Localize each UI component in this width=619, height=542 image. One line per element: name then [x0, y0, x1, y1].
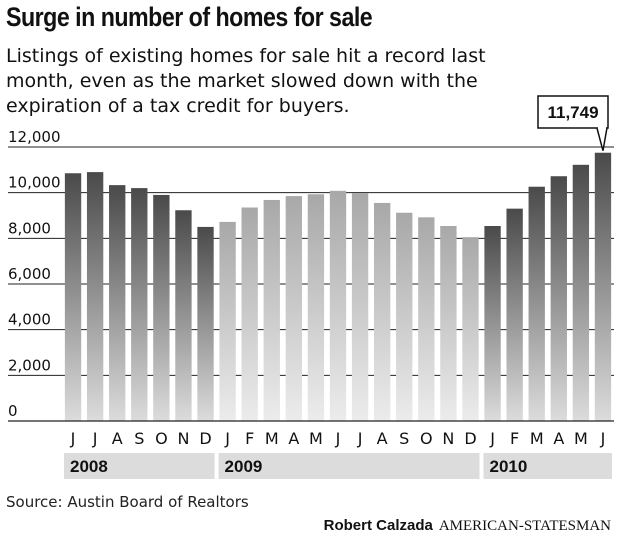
credit-author: Robert Calzada: [323, 517, 433, 534]
bar: [153, 194, 170, 421]
y-tick-label: 2,000: [8, 356, 51, 374]
x-tick-label: M: [309, 429, 323, 448]
year-band: [218, 453, 480, 479]
bar: [241, 207, 258, 421]
x-tick-label: M: [574, 429, 588, 448]
y-tick-label: 12,000: [8, 128, 61, 146]
x-tick-label: M: [265, 429, 279, 448]
x-tick-label: J: [357, 429, 363, 448]
year-band: [64, 453, 215, 479]
bar: [329, 190, 347, 421]
bar: [550, 176, 567, 421]
x-tick-label: J: [92, 429, 98, 448]
year-label: 2008: [70, 457, 108, 476]
bar: [484, 226, 501, 421]
bar: [440, 226, 457, 421]
bar: [528, 186, 545, 421]
x-tick-label: A: [288, 429, 299, 448]
bar: [175, 210, 192, 421]
x-tick-label: J: [489, 429, 495, 448]
bar: [285, 196, 303, 421]
x-tick-label: D: [199, 429, 211, 448]
bar: [351, 193, 369, 421]
source-note: Source: Austin Board of Realtors: [6, 493, 249, 511]
x-tick-label: J: [70, 429, 76, 448]
y-tick-label: 8,000: [8, 219, 51, 237]
chart-subtitle: Listings of existing homes for sale hit …: [6, 45, 486, 117]
chart-title: Surge in number of homes for sale: [6, 2, 373, 32]
bar: [219, 221, 236, 421]
bar: [462, 237, 479, 421]
x-tick-label: A: [553, 429, 564, 448]
x-tick-label: D: [464, 429, 476, 448]
bar: [373, 202, 391, 421]
bar: [86, 172, 104, 421]
bar: [307, 194, 325, 421]
bar: [109, 185, 126, 421]
x-tick-label: O: [420, 429, 433, 448]
bar: [594, 152, 612, 421]
x-tick-label: N: [177, 429, 189, 448]
year-band: [483, 453, 612, 479]
bar: [131, 188, 148, 421]
x-tick-label: M: [530, 429, 544, 448]
bar: [506, 208, 523, 421]
year-label: 2010: [490, 457, 528, 476]
y-tick-label: 6,000: [8, 265, 51, 283]
x-tick-label: S: [134, 429, 144, 448]
credit-organization: AMERICAN-STATESMAN: [438, 518, 611, 534]
bar: [572, 164, 590, 421]
credit-line: Robert Calzada AMERICAN-STATESMAN: [324, 517, 611, 535]
x-tick-label: J: [335, 429, 341, 448]
callout-box: [537, 95, 609, 129]
x-tick-label: F: [245, 429, 254, 448]
callout-pointer: [596, 127, 608, 151]
x-tick-label: O: [155, 429, 168, 448]
x-tick-label: J: [224, 429, 230, 448]
callout-label: 11,749: [547, 103, 598, 122]
bar: [396, 212, 413, 421]
x-tick-label: N: [442, 429, 454, 448]
x-tick-label: A: [377, 429, 388, 448]
y-tick-label: 0: [8, 402, 18, 420]
bar: [197, 226, 214, 421]
x-tick-label: J: [600, 429, 606, 448]
y-tick-label: 4,000: [8, 311, 51, 329]
y-tick-label: 10,000: [8, 174, 61, 192]
year-label: 2009: [225, 457, 263, 476]
bar: [64, 173, 82, 421]
bar: [263, 199, 280, 421]
x-tick-label: S: [399, 429, 409, 448]
bar: [418, 217, 435, 421]
x-tick-label: F: [510, 429, 519, 448]
x-tick-label: A: [112, 429, 123, 448]
